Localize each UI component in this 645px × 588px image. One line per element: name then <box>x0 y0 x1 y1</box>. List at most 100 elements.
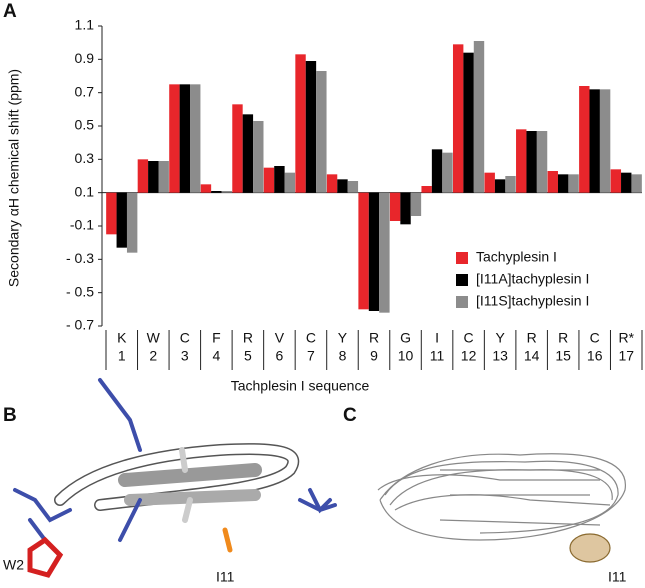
y-tick-label: 0.5 <box>75 117 95 133</box>
structure-c <box>377 453 626 563</box>
legend-swatch <box>456 296 468 308</box>
y-axis-label: Secondary αH chemical shift (ppm) <box>6 69 22 287</box>
bar <box>484 172 495 193</box>
bar <box>358 192 369 310</box>
bar <box>137 159 149 193</box>
x-tick-label: R <box>369 330 379 346</box>
y-tick-label: 1.1 <box>75 17 95 33</box>
bar <box>221 191 232 193</box>
x-tick-label: F <box>212 330 221 346</box>
x-tick-label: C <box>306 330 316 346</box>
x-tick-label: I <box>435 330 439 346</box>
x-tick-label: 4 <box>212 348 220 364</box>
y-tick-label: 0.3 <box>75 150 95 166</box>
bar <box>536 131 548 193</box>
x-tick-label: K <box>117 330 127 346</box>
y-tick-label: 0.1 <box>75 183 95 199</box>
x-tick-label: R <box>558 330 568 346</box>
x-tick-label: 17 <box>618 348 634 364</box>
bar <box>526 131 537 193</box>
bar <box>211 191 222 193</box>
x-tick-label: 11 <box>430 348 445 364</box>
legend-swatch <box>456 274 468 286</box>
bar <box>631 174 642 193</box>
x-tick-label: 16 <box>587 348 603 364</box>
x-tick-label: 5 <box>244 348 252 364</box>
x-tick-label: C <box>464 330 474 346</box>
bar <box>284 172 296 193</box>
bar <box>610 169 622 193</box>
bar <box>494 179 506 193</box>
x-tick-label: C <box>180 330 190 346</box>
panel-label: A <box>3 1 17 22</box>
bar <box>410 192 422 216</box>
y-tick-label: - 0.7 <box>66 317 94 333</box>
bar <box>232 104 243 193</box>
x-tick-label: 7 <box>307 348 315 364</box>
bar <box>158 161 169 193</box>
bar <box>326 174 338 193</box>
bar <box>148 161 159 193</box>
panel-label: C <box>343 405 357 426</box>
legend-label: [I11A]tachyplesin I <box>476 271 589 287</box>
bar <box>368 192 380 311</box>
bar <box>263 167 275 193</box>
bar <box>621 172 632 193</box>
y-tick-label: - 0.3 <box>66 250 94 266</box>
bar <box>337 179 348 193</box>
bar <box>190 84 201 193</box>
x-tick-label: 12 <box>461 348 477 364</box>
bar <box>253 121 264 193</box>
bar <box>589 89 600 193</box>
bar <box>295 54 306 193</box>
x-tick-label: 14 <box>524 348 540 364</box>
x-tick-label: 2 <box>149 348 157 364</box>
y-tick-label: 0.7 <box>75 83 95 99</box>
x-tick-label: C <box>590 330 600 346</box>
legend-label: [I11S]tachyplesin I <box>476 293 589 309</box>
bar <box>379 192 390 313</box>
x-tick-label: 15 <box>555 348 571 364</box>
bar <box>463 52 474 193</box>
y-tick-label: - 0.5 <box>66 283 94 299</box>
y-tick-label: -0.1 <box>70 217 94 233</box>
bar <box>106 192 117 235</box>
x-tick-label: G <box>400 330 411 346</box>
bar <box>116 192 127 248</box>
bar <box>274 166 285 193</box>
bar <box>347 181 359 193</box>
x-tick-label: 9 <box>370 348 378 364</box>
bar <box>516 129 527 193</box>
bar <box>200 184 212 193</box>
legend-label: Tachyplesin I <box>476 249 557 265</box>
bar <box>305 61 317 193</box>
x-tick-label: Y <box>495 330 505 346</box>
bar <box>557 174 569 193</box>
x-tick-label: Y <box>338 330 348 346</box>
x-tick-label: 8 <box>339 348 347 364</box>
bar <box>452 44 464 193</box>
bar <box>599 89 611 193</box>
x-axis-label: Tachplesin I sequence <box>231 378 370 394</box>
x-tick-label: V <box>275 330 285 346</box>
x-tick-label: R <box>243 330 253 346</box>
bar <box>316 71 327 193</box>
x-tick-label: 1 <box>118 348 126 364</box>
bar <box>442 152 453 193</box>
bar <box>242 114 254 193</box>
x-tick-label: 10 <box>398 348 414 364</box>
bar <box>400 192 411 225</box>
annotation: W2 <box>3 557 24 573</box>
bar <box>179 84 191 193</box>
bar <box>473 41 485 193</box>
bar <box>169 84 180 193</box>
x-tick-label: 3 <box>181 348 189 364</box>
x-tick-label: R* <box>618 330 634 346</box>
bar <box>126 192 138 253</box>
bar <box>579 86 590 193</box>
x-tick-label: 6 <box>276 348 284 364</box>
bar <box>421 186 432 193</box>
bar <box>389 192 401 221</box>
legend-swatch <box>456 252 468 264</box>
